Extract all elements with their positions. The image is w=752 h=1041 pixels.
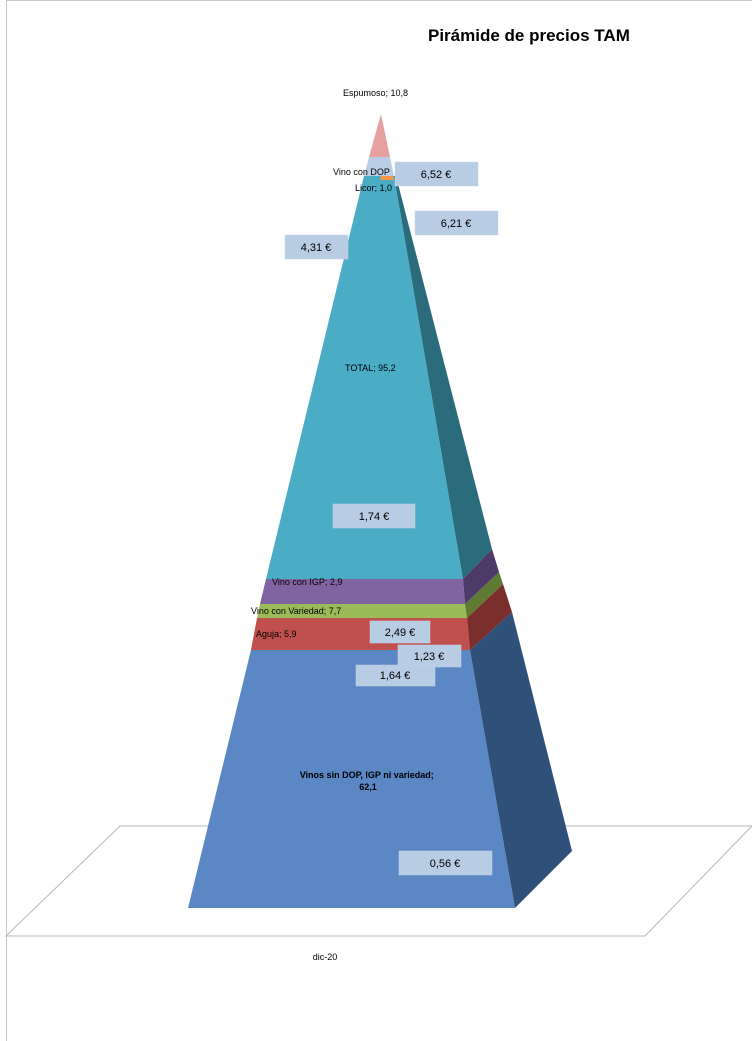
price-box-vino-con-variedad: 1,23 € [397, 644, 462, 668]
segment-front-vino-con-dop [364, 157, 394, 176]
segment-side-total [394, 176, 492, 579]
segment-side-vinos-sin-dop [470, 612, 572, 908]
label-vinos-sin-dop: Vinos sin DOP, IGP ni variedad; 62,1 [300, 770, 437, 792]
price-box-licor: 6,21 € [414, 210, 499, 236]
price-vinos-sin-dop: 0,56 € [430, 858, 461, 870]
segment-side-vino-con-variedad [465, 572, 503, 618]
chart-title: Pirámide de precios TAM [428, 26, 630, 45]
label-vinos-sin-dop-line1: Vinos sin DOP, IGP ni variedad; [300, 770, 434, 780]
price-box-vino-con-igp: 2,49 € [369, 620, 431, 644]
segment-front-vinos-sin-dop [188, 650, 515, 908]
price-vino-con-variedad: 1,23 € [414, 651, 445, 663]
segment-side-vino-con-igp [463, 549, 499, 604]
price-aguja: 1,64 € [380, 670, 411, 682]
price-box-vino-con-dop: 4,31 € [284, 234, 349, 260]
price-vino-con-igp: 2,49 € [385, 627, 416, 639]
price-vino-con-dop: 4,31 € [301, 242, 332, 254]
label-aguja: Aguja; 5,9 [256, 629, 297, 639]
label-vino-con-igp: Vino con IGP; 2,9 [272, 577, 342, 587]
label-espumoso: Espumoso; 10,8 [343, 88, 408, 98]
price-licor: 6,21 € [441, 218, 472, 230]
segment-front-licor [380, 176, 394, 180]
category-label: dic-20 [313, 952, 338, 962]
segment-front-vino-con-variedad [257, 604, 467, 618]
segment-front-vino-con-igp [260, 579, 465, 604]
segment-front-espumoso [369, 114, 390, 157]
price-total: 1,74 € [359, 511, 390, 523]
label-total: TOTAL; 95,2 [345, 363, 396, 373]
price-box-espumoso: 6,52 € [394, 161, 479, 187]
segment-front-total [266, 176, 463, 579]
price-espumoso: 6,52 € [421, 169, 452, 181]
price-box-total: 1,74 € [332, 503, 416, 529]
label-vino-con-dop: Vino con DOP [333, 167, 390, 177]
label-vinos-sin-dop-line2: 62,1 [359, 782, 377, 792]
segment-side-aguja [467, 584, 512, 650]
label-vino-con-variedad: Vino con Variedad; 7,7 [251, 606, 341, 616]
price-box-aguja: 1,64 € [355, 664, 436, 687]
price-box-vinos-sin-dop: 0,56 € [398, 850, 493, 876]
label-licor: Licor; 1,0 [355, 183, 392, 193]
